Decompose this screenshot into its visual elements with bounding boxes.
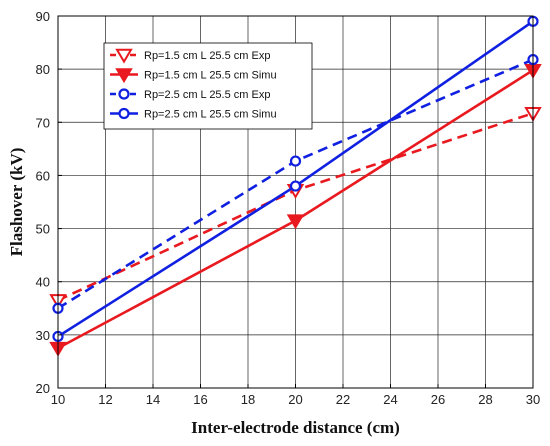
x-tick-label: 12: [98, 392, 112, 407]
x-tick-label: 20: [288, 392, 302, 407]
x-tick-label: 14: [146, 392, 160, 407]
y-tick-label: 90: [36, 9, 50, 24]
x-axis: 10 12 14 16 18 20 22 24 26 28 30: [51, 384, 540, 407]
legend-entry: Rp=2.5 cm L 25.5 cm Exp: [110, 88, 270, 101]
x-tick-label: 22: [336, 392, 350, 407]
legend-box: [103, 42, 313, 130]
legend-entry: Rp=2.5 cm L 25.5 cm Simu: [110, 107, 277, 121]
data-point: [286, 214, 305, 230]
x-tick-label: 26: [431, 392, 445, 407]
legend: Rp=1.5 cm L 25.5 cm Exp Rp=1.5 cm L 25.5 …: [103, 42, 313, 130]
legend-marker: [118, 88, 130, 100]
x-tick-label: 10: [51, 392, 65, 407]
y-tick-label: 40: [36, 275, 50, 290]
legend-marker: [115, 68, 133, 84]
legend-marker: [115, 48, 133, 64]
x-tick-label: 18: [241, 392, 255, 407]
data-point: [289, 180, 302, 192]
legend-marker: [118, 107, 130, 120]
data-point: [289, 155, 302, 167]
y-tick-label: 20: [36, 381, 50, 396]
y-tick-label: 50: [36, 222, 50, 237]
legend-label: Rp=1.5 cm L 25.5 cm Simu: [144, 70, 277, 82]
y-tick-label: 60: [36, 168, 50, 183]
legend-label: Rp=1.5 cm L 25.5 cm Exp: [144, 50, 270, 62]
legend-label: Rp=2.5 cm L 25.5 cm Simu: [144, 109, 277, 121]
series-layer: [49, 15, 542, 357]
legend-entry: Rp=1.5 cm L 25.5 cm Simu: [110, 68, 277, 84]
x-tick-label: 24: [383, 392, 397, 407]
x-tick-label: 30: [526, 392, 540, 407]
x-axis-title: Inter-electrode distance (cm): [191, 418, 400, 437]
y-tick-label: 70: [36, 115, 50, 130]
y-axis-title: Flashover (kV): [7, 148, 26, 257]
legend-entry: Rp=1.5 cm L 25.5 cm Exp: [110, 48, 270, 64]
x-tick-label: 16: [193, 392, 207, 407]
y-tick-label: 80: [36, 62, 50, 77]
y-axis: 20 30 40 50 60 70 80 90: [36, 9, 62, 396]
legend-label: Rp=2.5 cm L 25.5 cm Exp: [144, 89, 270, 101]
x-tick-label: 28: [478, 392, 492, 407]
y-tick-label: 30: [36, 328, 50, 343]
